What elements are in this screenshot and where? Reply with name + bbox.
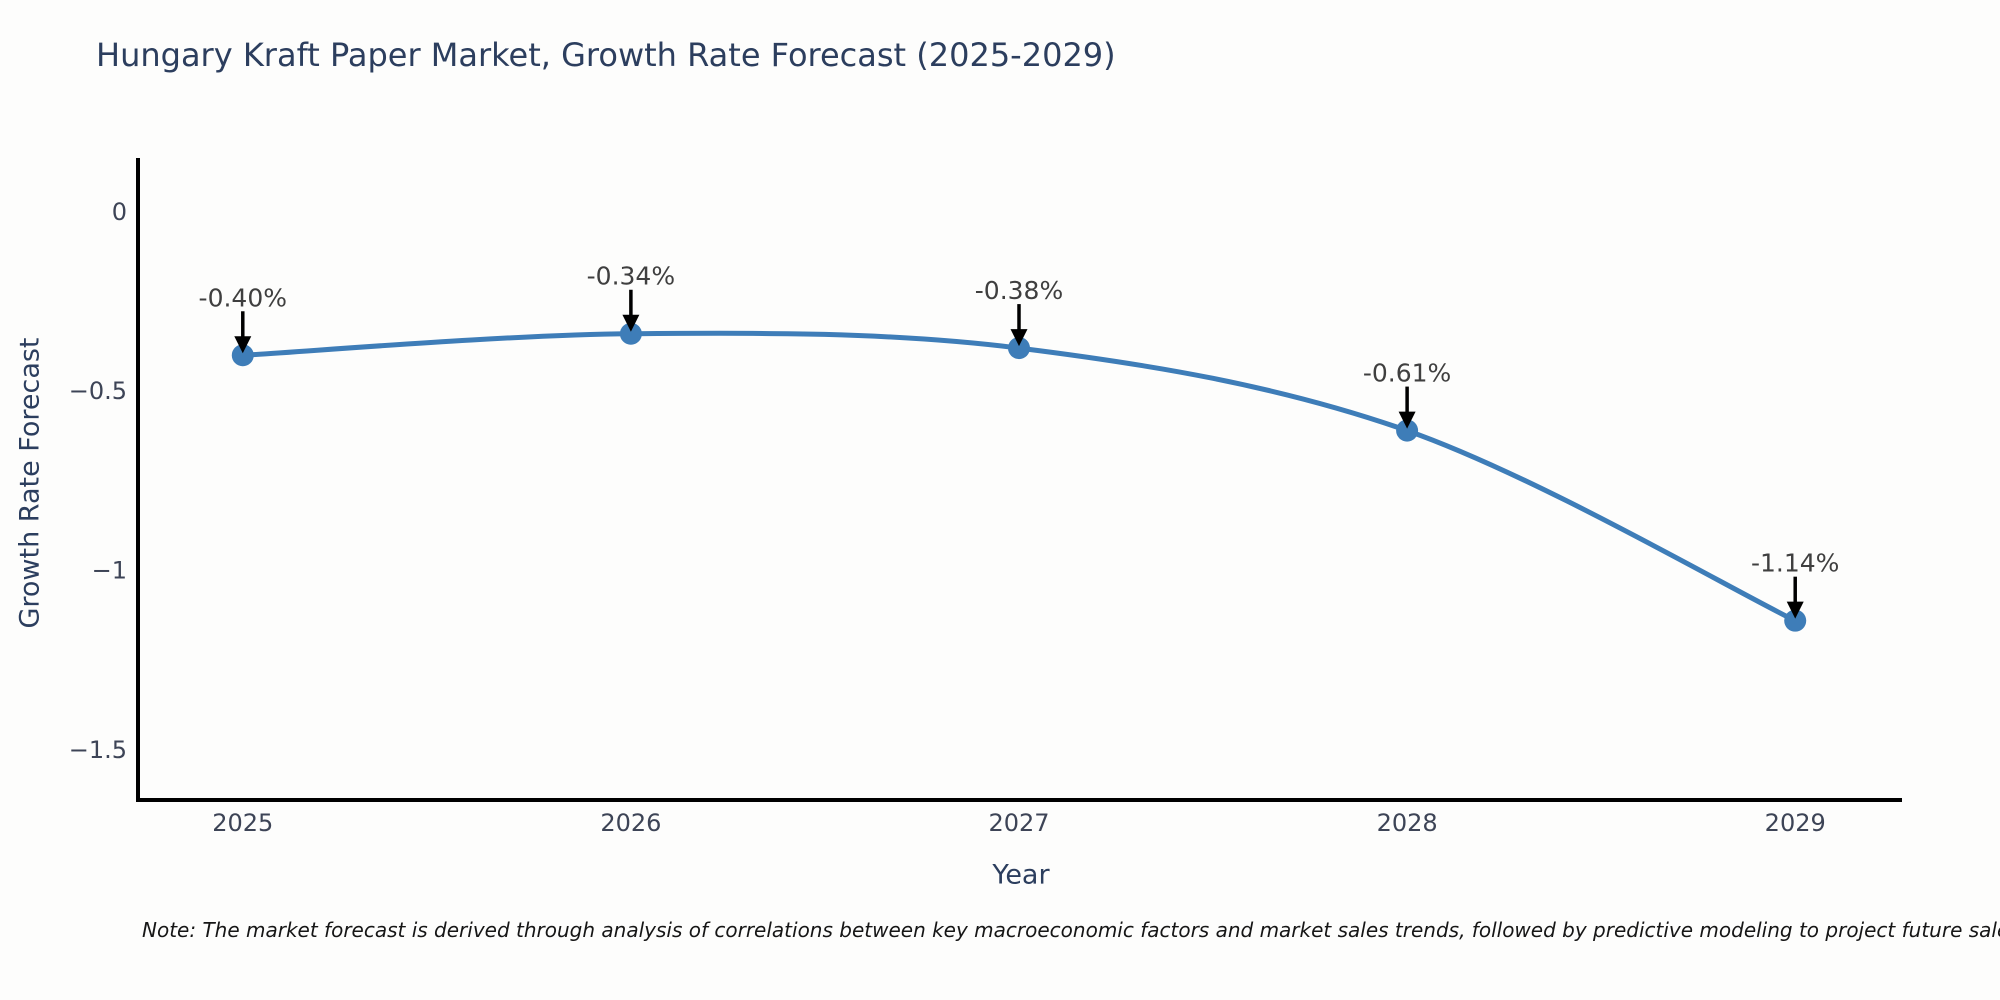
x-tick-label: 2025 bbox=[212, 809, 273, 837]
x-tick-label: 2029 bbox=[1765, 809, 1826, 837]
annotation-arrow-head bbox=[1786, 601, 1804, 619]
data-point-2028 bbox=[1396, 419, 1419, 442]
data-point-label: -0.40% bbox=[199, 283, 287, 312]
data-point-label: -0.38% bbox=[975, 276, 1063, 305]
y-tick-label: −0.5 bbox=[69, 377, 127, 405]
y-axis-label: Growth Rate Forecast bbox=[14, 337, 46, 629]
y-tick-label: −1.5 bbox=[69, 736, 127, 764]
data-point-2029 bbox=[1784, 609, 1807, 632]
data-point-label: -0.61% bbox=[1363, 359, 1451, 388]
chart-title: Hungary Kraft Paper Market, Growth Rate … bbox=[96, 36, 1116, 74]
y-tick-label: 0 bbox=[112, 198, 127, 226]
forecast-line bbox=[240, 330, 1798, 624]
data-point-label: -1.14% bbox=[1751, 549, 1839, 578]
x-axis-label: Year bbox=[992, 859, 1050, 891]
annotation-arrow-head bbox=[622, 314, 640, 332]
footnote: Note: The market forecast is derived thr… bbox=[142, 918, 2000, 942]
data-point-label: -0.34% bbox=[587, 262, 675, 291]
annotation-arrow-head bbox=[234, 336, 252, 354]
y-tick-label: −1 bbox=[92, 556, 127, 584]
x-tick-label: 2027 bbox=[988, 809, 1049, 837]
data-point-2027 bbox=[1008, 337, 1030, 360]
data-point-2025 bbox=[231, 344, 254, 367]
annotation-arrow-head bbox=[1010, 329, 1028, 347]
x-tick-label: 2026 bbox=[600, 809, 661, 837]
data-point-2026 bbox=[619, 322, 642, 345]
annotation-arrow-head bbox=[1398, 411, 1416, 429]
x-tick-label: 2028 bbox=[1377, 809, 1438, 837]
